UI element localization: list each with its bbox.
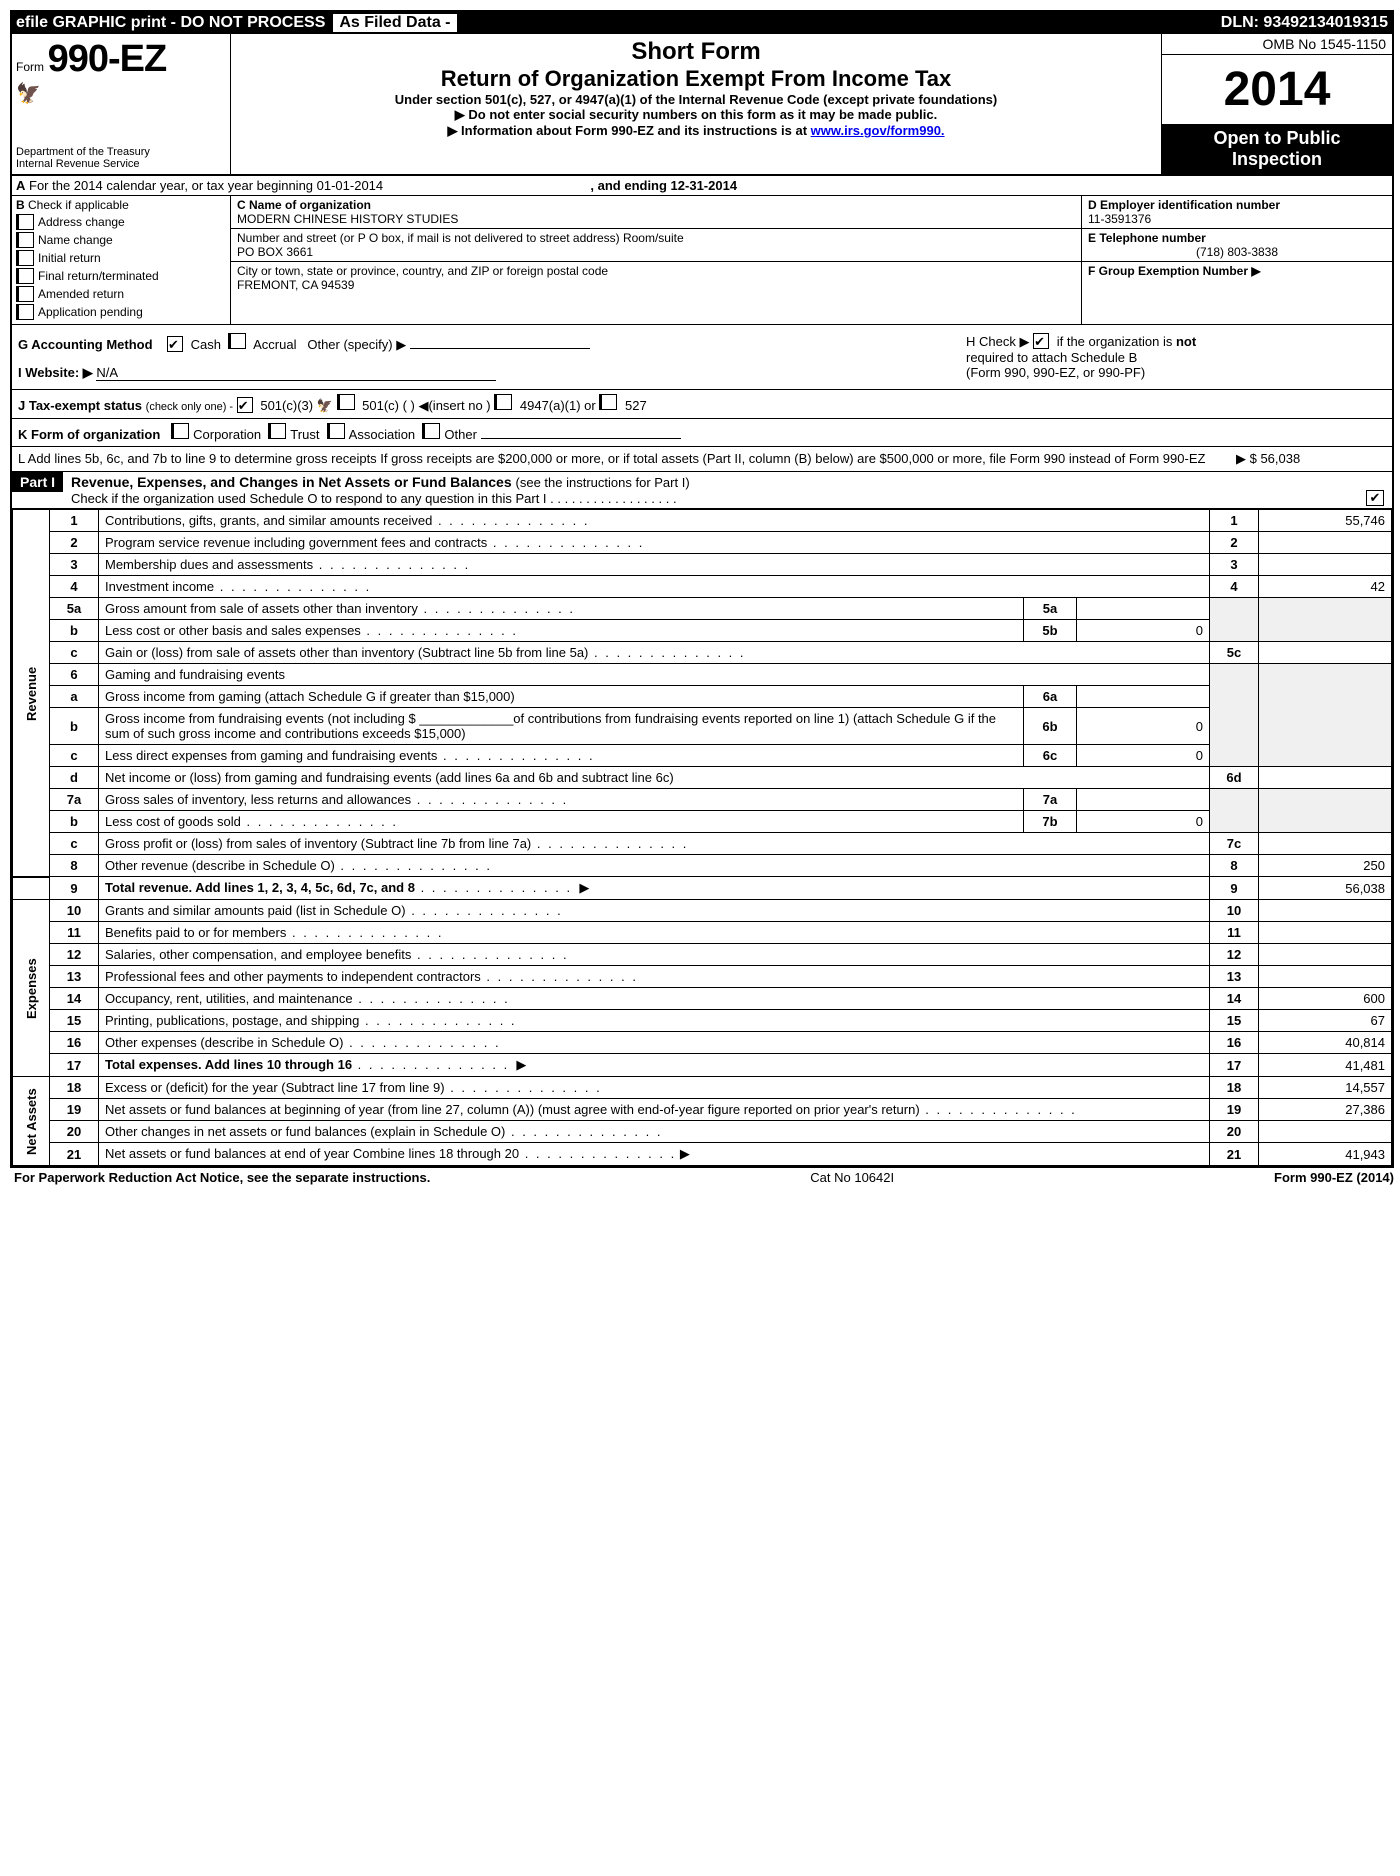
street-label: Number and street (or P O box, if mail i… — [237, 231, 1075, 245]
chk-amended-return[interactable]: Amended return — [16, 286, 226, 302]
form-prefix: Form — [16, 60, 44, 74]
line-h: H Check ▶ ✔ if the organization is not r… — [966, 333, 1386, 381]
line6b-amount: 0 — [1077, 708, 1210, 745]
info-link-line: ▶ Information about Form 990-EZ and its … — [239, 123, 1153, 139]
section-bcdef: B Check if applicable Address change Nam… — [12, 196, 1392, 325]
chk-association[interactable] — [327, 423, 345, 439]
line19-amount: 27,386 — [1259, 1099, 1392, 1121]
city-value: FREMONT, CA 94539 — [237, 278, 1075, 292]
chk-501c3[interactable]: ✔ — [237, 397, 253, 413]
part1-header: Part I Revenue, Expenses, and Changes in… — [12, 472, 1392, 509]
tax-year: 2014 — [1162, 55, 1392, 124]
ein-value: 11-3591376 — [1088, 212, 1386, 226]
org-name: MODERN CHINESE HISTORY STUDIES — [237, 212, 1075, 226]
section-b: B Check if applicable Address change Nam… — [12, 196, 231, 324]
chk-other[interactable] — [422, 423, 440, 439]
chk-schedule-o[interactable]: ✔ — [1366, 490, 1384, 506]
return-title: Return of Organization Exempt From Incom… — [239, 66, 1153, 92]
cat-no: Cat No 10642I — [430, 1170, 1274, 1185]
footer: For Paperwork Reduction Act Notice, see … — [10, 1168, 1398, 1187]
part1-table: Revenue 1 Contributions, gifts, grants, … — [12, 509, 1392, 1166]
line14-amount: 600 — [1259, 988, 1392, 1010]
as-filed: As Filed Data - — [333, 14, 456, 32]
efile-notice: efile GRAPHIC print - DO NOT PROCESS — [16, 14, 325, 32]
line-g: G Accounting Method ✔ Cash Accrual Other… — [18, 333, 966, 353]
line-l: L Add lines 5b, 6c, and 7b to line 9 to … — [12, 447, 1392, 472]
line7b-amount: 0 — [1077, 811, 1210, 833]
paperwork-notice: For Paperwork Reduction Act Notice, see … — [14, 1170, 430, 1185]
line18-amount: 14,557 — [1259, 1077, 1392, 1099]
form-ref: Form 990-EZ (2014) — [1274, 1170, 1394, 1185]
chk-accrual[interactable] — [228, 333, 246, 349]
line5b-amount: 0 — [1077, 620, 1210, 642]
group-exemption: F Group Exemption Number ▶ — [1088, 264, 1261, 278]
line1-amount: 55,746 — [1259, 510, 1392, 532]
chk-4947[interactable] — [494, 394, 512, 410]
netassets-side-label: Net Assets — [13, 1077, 50, 1166]
revenue-side-label: Revenue — [13, 510, 50, 877]
header-right: OMB No 1545-1150 2014 Open to Public Ins… — [1161, 34, 1392, 174]
chk-final-return[interactable]: Final return/terminated — [16, 268, 226, 284]
section-def: D Employer identification number 11-3591… — [1081, 196, 1392, 324]
section-c: C Name of organization MODERN CHINESE HI… — [231, 196, 1081, 324]
chk-527[interactable] — [599, 394, 617, 410]
line4-amount: 42 — [1259, 576, 1392, 598]
line-a: A For the 2014 calendar year, or tax yea… — [12, 176, 1392, 196]
chk-trust[interactable] — [268, 423, 286, 439]
top-bar: efile GRAPHIC print - DO NOT PROCESS As … — [12, 12, 1392, 34]
line21-amount: 41,943 — [1259, 1143, 1392, 1166]
chk-application-pending[interactable]: Application pending — [16, 304, 226, 320]
header: Form 990-EZ 🦅 Department of the Treasury… — [12, 34, 1392, 176]
line-k: K Form of organization Corporation Trust… — [12, 419, 1392, 447]
dept-irs: Internal Revenue Service — [16, 158, 226, 170]
org-name-label: C Name of organization — [237, 198, 371, 212]
website-value: N/A — [96, 365, 496, 381]
chk-address-change[interactable]: Address change — [16, 214, 226, 230]
line17-amount: 41,481 — [1259, 1054, 1392, 1077]
line16-amount: 40,814 — [1259, 1032, 1392, 1054]
gross-receipts: ▶ $ 56,038 — [1236, 451, 1386, 467]
chk-initial-return[interactable]: Initial return — [16, 250, 226, 266]
irs-link[interactable]: www.irs.gov/form990. — [811, 123, 945, 138]
line-i: I Website: ▶ N/A — [18, 365, 966, 381]
expenses-side-label: Expenses — [13, 900, 50, 1077]
open-public: Open to Public Inspection — [1162, 124, 1392, 174]
line8-amount: 250 — [1259, 855, 1392, 877]
form-990ez: efile GRAPHIC print - DO NOT PROCESS As … — [10, 10, 1394, 1168]
phone-value: (718) 803-3838 — [1088, 245, 1386, 259]
line-j: J Tax-exempt status (check only one) - ✔… — [12, 390, 1392, 419]
phone-label: E Telephone number — [1088, 231, 1206, 245]
header-left: Form 990-EZ 🦅 Department of the Treasury… — [12, 34, 231, 174]
omb-number: OMB No 1545-1150 — [1162, 34, 1392, 55]
street-value: PO BOX 3661 — [237, 245, 1075, 259]
chk-cash[interactable]: ✔ — [167, 336, 183, 352]
form-number: 990-EZ — [48, 38, 167, 80]
line15-amount: 67 — [1259, 1010, 1392, 1032]
section-gh: G Accounting Method ✔ Cash Accrual Other… — [12, 325, 1392, 390]
ssn-warning: ▶ Do not enter social security numbers o… — [239, 107, 1153, 123]
part1-label: Part I — [12, 472, 63, 492]
chk-corporation[interactable] — [171, 423, 189, 439]
ein-label: D Employer identification number — [1088, 198, 1280, 212]
chk-name-change[interactable]: Name change — [16, 232, 226, 248]
chk-501c[interactable] — [337, 394, 355, 410]
short-form-title: Short Form — [239, 38, 1153, 66]
city-label: City or town, state or province, country… — [237, 264, 1075, 278]
header-center: Short Form Return of Organization Exempt… — [231, 34, 1161, 174]
info-link-prefix: ▶ Information about Form 990-EZ and its … — [447, 123, 810, 138]
chk-schedule-b[interactable]: ✔ — [1033, 333, 1049, 349]
under-section: Under section 501(c), 527, or 4947(a)(1)… — [239, 92, 1153, 107]
schedule-o-check-text: Check if the organization used Schedule … — [71, 491, 677, 506]
dln: DLN: 93492134019315 — [1221, 14, 1388, 32]
dept-treasury: Department of the Treasury — [16, 146, 226, 158]
line9-amount: 56,038 — [1259, 877, 1392, 900]
part1-title-wrap: Revenue, Expenses, and Changes in Net As… — [63, 472, 1392, 508]
line6c-amount: 0 — [1077, 745, 1210, 767]
